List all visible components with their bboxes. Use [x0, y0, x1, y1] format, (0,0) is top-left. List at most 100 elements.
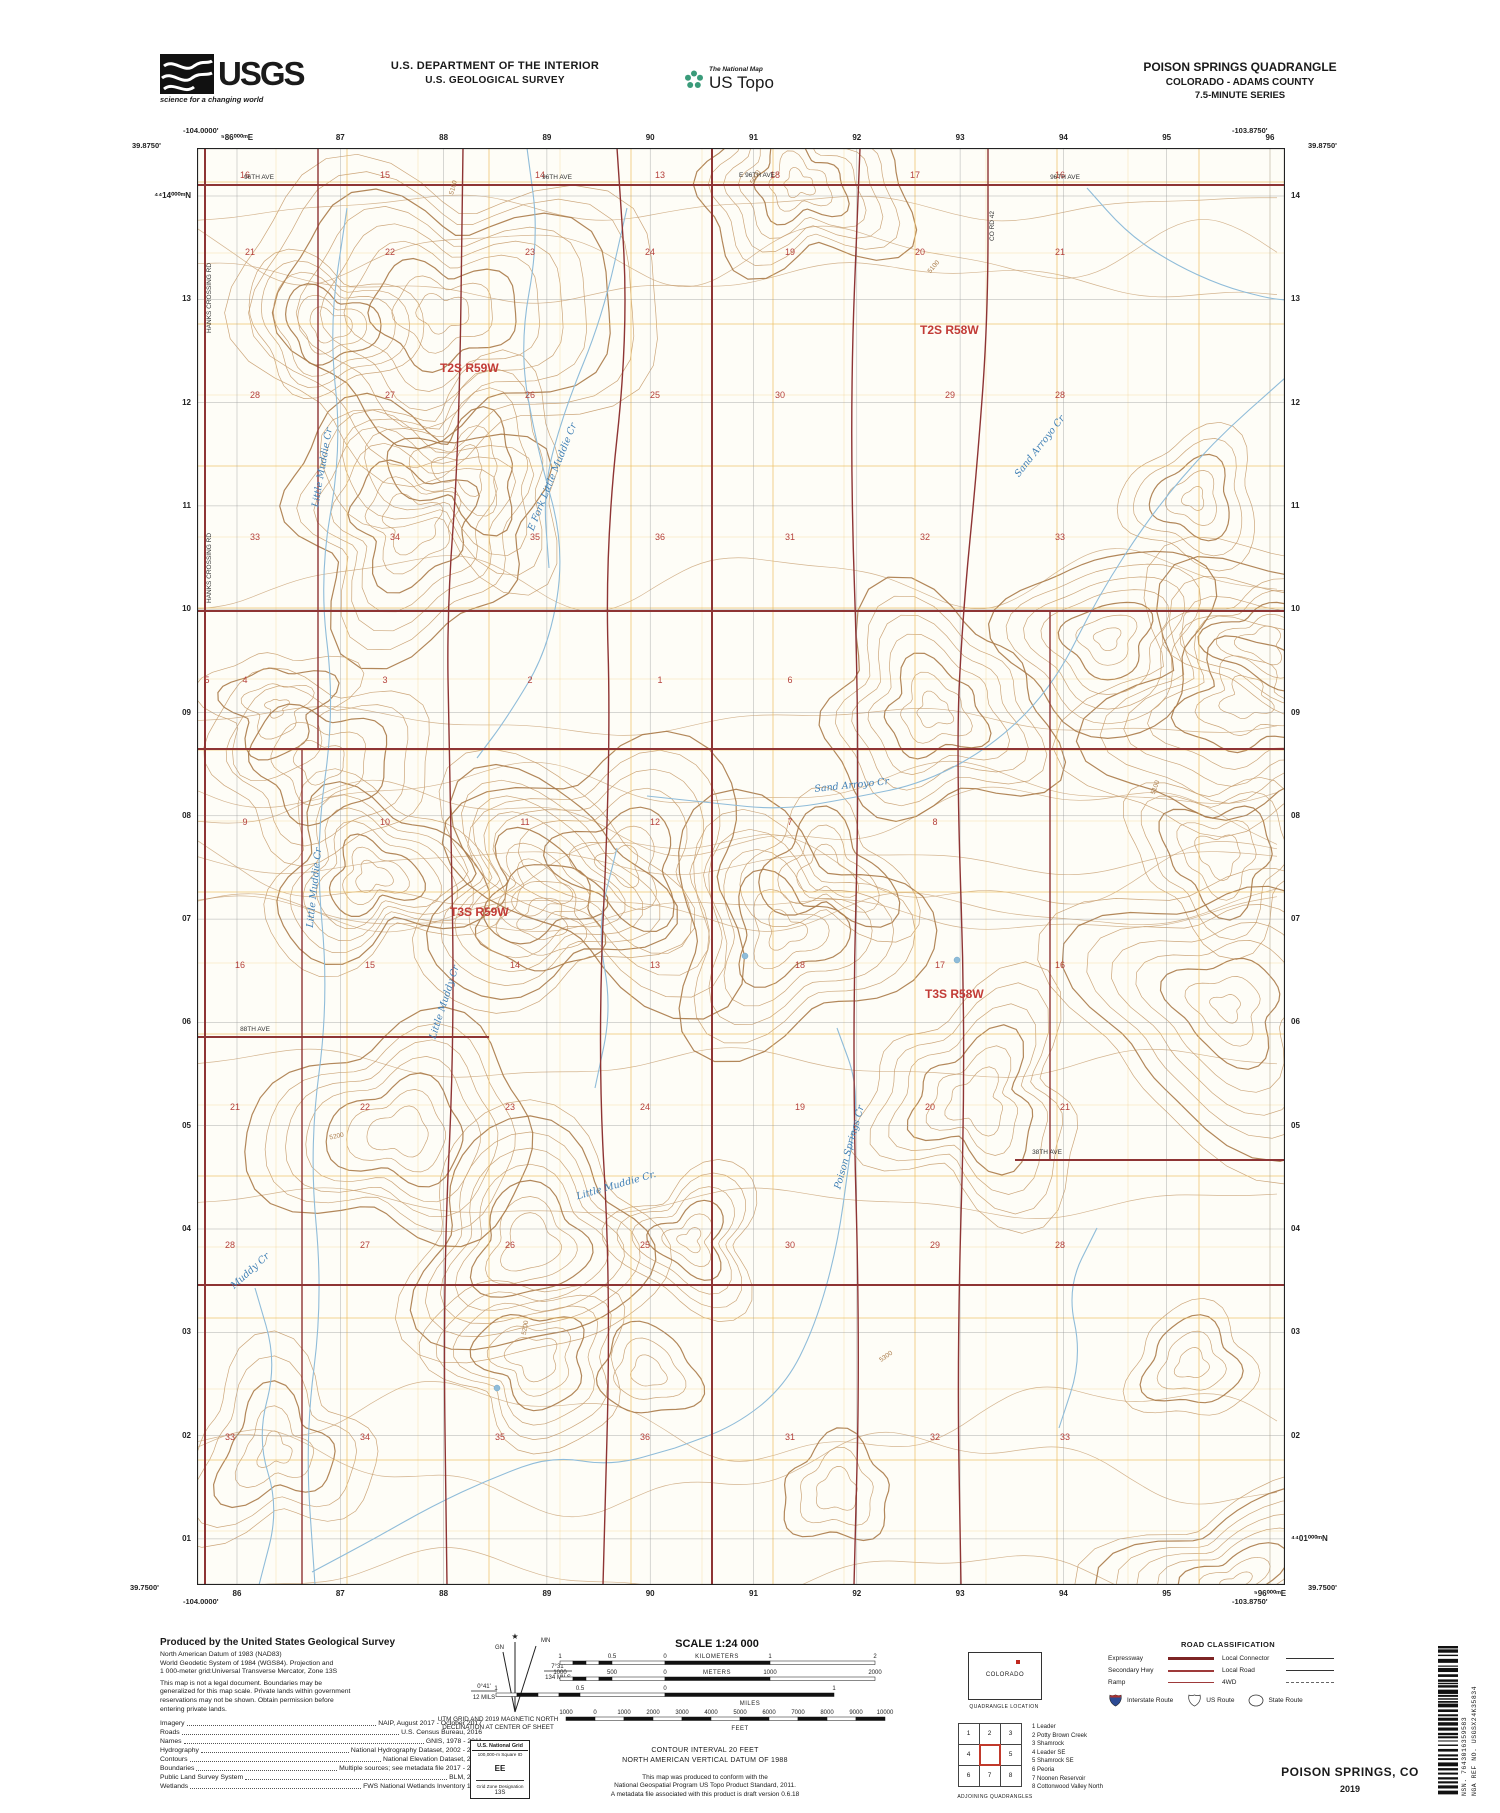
route-label: State Route — [1268, 1697, 1303, 1704]
usgs-logo: USGS science for a changing world — [160, 54, 306, 104]
grid-label-left: 11 — [182, 500, 191, 510]
svg-text:0°41': 0°41' — [477, 1684, 491, 1690]
grid-label-right: 06 — [1291, 1017, 1300, 1027]
svg-text:4000: 4000 — [704, 1710, 718, 1716]
svg-text:23: 23 — [505, 1102, 515, 1112]
svg-text:9000: 9000 — [849, 1710, 863, 1716]
svg-text:29: 29 — [945, 390, 955, 400]
svg-text:5100: 5100 — [1150, 779, 1162, 795]
declination-caption: UTM GRID AND 2019 MAGNETIC NORTH DECLINA… — [392, 1716, 604, 1732]
route-symbol-item: US Route — [1187, 1694, 1234, 1707]
us-route-shield-icon — [1188, 1694, 1201, 1707]
svg-text:22: 22 — [360, 1102, 370, 1112]
svg-text:16: 16 — [240, 170, 250, 180]
corner-lon-br: -103.8750' — [1232, 1597, 1268, 1606]
grid-label-left: 04 — [182, 1224, 191, 1233]
ustopo-logo: The National Map US Topo — [683, 66, 774, 93]
svg-text:88TH AVE: 88TH AVE — [240, 1026, 271, 1033]
road-class-item: Local Connector — [1222, 1655, 1270, 1662]
roads — [197, 148, 1285, 1585]
route-symbol-item: Interstate Route — [1108, 1694, 1173, 1707]
svg-text:3: 3 — [382, 675, 387, 685]
barcode-nga: NGA REF NO. USGSX24K35834 — [1471, 1685, 1478, 1796]
svg-text:HANKS CROSSING RD: HANKS CROSSING RD — [206, 263, 213, 333]
credit-row: Roads U.S. Census Bureau, 2016 — [160, 1729, 482, 1737]
grid-label-left: 07 — [182, 914, 191, 924]
adjoining-cell: 6 — [957, 1764, 980, 1787]
legal-line: generalized for this map scale. Private … — [160, 1688, 351, 1696]
corner-lat-tl: 39.8750' — [132, 141, 161, 150]
grid-label-right: 03 — [1291, 1327, 1300, 1337]
grid-label-top: 91 — [749, 133, 758, 142]
grid-label-bottom: 94 — [1058, 1589, 1068, 1598]
dept-line1: U.S. DEPARTMENT OF THE INTERIOR — [390, 60, 600, 72]
svg-text:35: 35 — [530, 532, 540, 542]
ustopo-label: US Topo — [709, 73, 774, 92]
svg-text:38TH AVE: 38TH AVE — [1032, 1149, 1063, 1156]
road-classification: ROAD CLASSIFICATION Expressway Local Conn… — [1108, 1640, 1348, 1707]
road-class-item — [1286, 1670, 1334, 1671]
datum-line: North American Datum of 1983 (NAD83) — [160, 1651, 282, 1658]
road-class-item: Secondary Hwy — [1108, 1667, 1154, 1674]
credit-row: Contours National Elevation Dataset, 2007 — [160, 1756, 482, 1764]
adjoining-names: 1 Leader 2 Potty Brown Creek 3 Shamrock 4 L… — [1032, 1723, 1103, 1792]
svg-text:19: 19 — [785, 247, 795, 257]
grid-label-bottom: 87 — [335, 1589, 345, 1598]
adjoining-name: 8 Cottonwood Valley North — [1032, 1784, 1103, 1791]
svg-text:31: 31 — [785, 1432, 795, 1442]
national-map-label: The National Map — [709, 66, 763, 73]
svg-text:6000: 6000 — [762, 1710, 776, 1716]
svg-text:33: 33 — [1055, 532, 1065, 542]
declination-caption-line: UTM GRID AND 2019 MAGNETIC NORTH — [437, 1716, 559, 1723]
adjoining-name: 4 Leader SE — [1032, 1749, 1066, 1756]
grid-label-right: 02 — [1291, 1430, 1300, 1440]
production-credits: Produced by the United States Geological… — [160, 1637, 490, 1791]
svg-text:1: 1 — [494, 1686, 498, 1692]
svg-text:27: 27 — [360, 1240, 370, 1250]
svg-text:10: 10 — [380, 817, 390, 827]
credit-row: Boundaries Multiple sources; see metadata… — [160, 1765, 482, 1773]
corner-lat-br: 39.7500' — [1308, 1583, 1337, 1592]
state-route-icon — [1249, 1694, 1264, 1707]
svg-text:5200: 5200 — [329, 1132, 345, 1142]
route-label: Interstate Route — [1127, 1697, 1174, 1704]
svg-text:14: 14 — [510, 960, 520, 970]
produced-by-title: Produced by the United States Geological… — [160, 1637, 396, 1648]
grid-label-left: 08 — [182, 810, 191, 820]
svg-text:23: 23 — [525, 247, 535, 257]
quad-series: 7.5-MINUTE SERIES — [1194, 90, 1286, 101]
svg-text:0: 0 — [663, 1670, 667, 1676]
datum-line: 1 000-meter grid:Universal Transverse Me… — [160, 1668, 338, 1676]
svg-text:1000: 1000 — [553, 1670, 567, 1676]
grid-label-bottom: 90 — [645, 1589, 655, 1598]
streams — [254, 148, 1285, 1585]
grid-label-right: 09 — [1291, 707, 1300, 717]
credit-row: Names GNIS, 1978 - 2011 — [160, 1738, 482, 1746]
usgs-wave-icon — [160, 54, 214, 94]
declination-caption-line: DECLINATION AT CENTER OF SHEET — [442, 1724, 554, 1731]
grid-label-left: 03 — [182, 1327, 191, 1337]
svg-text:28: 28 — [250, 390, 260, 400]
svg-text:26: 26 — [525, 390, 535, 400]
svg-text:34: 34 — [390, 532, 400, 542]
svg-text:33: 33 — [1060, 1432, 1070, 1442]
grid-label-right: 05 — [1291, 1120, 1300, 1130]
svg-text:17: 17 — [935, 960, 945, 970]
svg-text:31: 31 — [785, 532, 795, 542]
svg-text:25: 25 — [650, 390, 660, 400]
sheet-title-block: POISON SPRINGS, CO 2019 — [1255, 1765, 1445, 1794]
svg-text:T3S R58W: T3S R58W — [925, 987, 984, 1001]
road-class-item: Local Road — [1222, 1667, 1255, 1674]
grid-label-top: 88 — [439, 133, 449, 142]
svg-text:T2S R58W: T2S R58W — [920, 323, 979, 337]
svg-text:7000: 7000 — [791, 1710, 805, 1716]
road-class-item: 4WD — [1222, 1679, 1237, 1686]
grid-label-left: 05 — [182, 1120, 191, 1130]
svg-text:0: 0 — [663, 1686, 667, 1692]
contour-interval-note: CONTOUR INTERVAL 20 FEET — [651, 1747, 759, 1754]
svg-text:1: 1 — [558, 1654, 562, 1660]
svg-text:SCALE 1:24 000: SCALE 1:24 000 — [675, 1638, 759, 1650]
svg-text:21: 21 — [1060, 1102, 1070, 1112]
svg-text:22: 22 — [385, 247, 395, 257]
